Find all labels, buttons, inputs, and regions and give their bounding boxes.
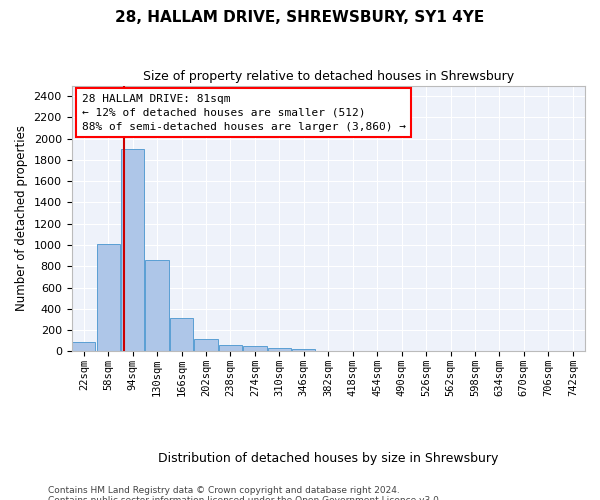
Text: Contains public sector information licensed under the Open Government Licence v3: Contains public sector information licen… — [48, 496, 442, 500]
Bar — [194, 338, 218, 351]
Bar — [243, 346, 266, 352]
Bar — [145, 260, 169, 352]
Text: Contains HM Land Registry data © Crown copyright and database right 2024.: Contains HM Land Registry data © Crown c… — [48, 486, 400, 495]
Text: 28, HALLAM DRIVE, SHREWSBURY, SY1 4YE: 28, HALLAM DRIVE, SHREWSBURY, SY1 4YE — [115, 10, 485, 25]
Bar — [97, 244, 120, 352]
Y-axis label: Number of detached properties: Number of detached properties — [15, 126, 28, 312]
Title: Size of property relative to detached houses in Shrewsbury: Size of property relative to detached ho… — [143, 70, 514, 83]
X-axis label: Distribution of detached houses by size in Shrewsbury: Distribution of detached houses by size … — [158, 452, 499, 465]
Text: 28 HALLAM DRIVE: 81sqm
← 12% of detached houses are smaller (512)
88% of semi-de: 28 HALLAM DRIVE: 81sqm ← 12% of detached… — [82, 94, 406, 132]
Bar — [170, 318, 193, 352]
Bar — [72, 342, 95, 351]
Bar — [292, 349, 316, 352]
Bar — [121, 150, 144, 352]
Bar — [268, 348, 291, 352]
Bar — [219, 346, 242, 352]
